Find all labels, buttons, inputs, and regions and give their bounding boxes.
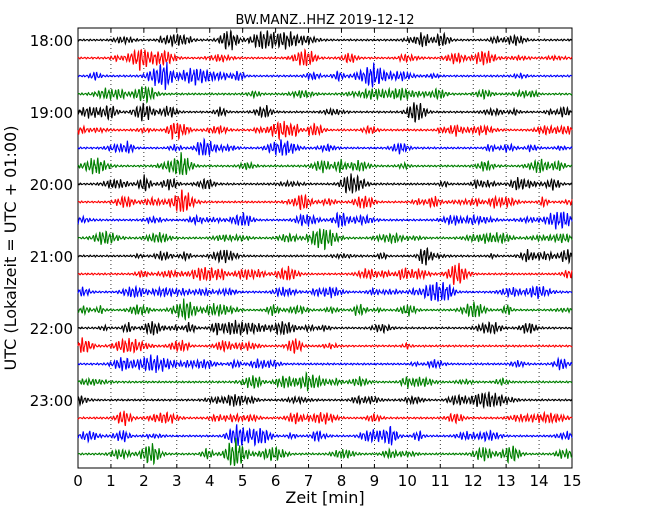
y-axis-label: UTC (Lokalzeit = UTC + 01:00) xyxy=(1,126,20,371)
trace-line xyxy=(77,371,573,392)
x-tick-label: 5 xyxy=(238,472,248,490)
y-tick-label: 23:00 xyxy=(30,392,73,410)
trace-line xyxy=(77,137,573,157)
trace-line xyxy=(77,246,573,266)
x-tick-label: 4 xyxy=(205,472,215,490)
y-axis-ticks: 18:00 19:00 20:00 21:00 22:00 23:00 xyxy=(30,32,572,410)
trace-line xyxy=(77,102,573,123)
x-tick-label: 13 xyxy=(497,472,516,490)
x-axis-label: Zeit [min] xyxy=(285,488,364,507)
chart-title: BW.MANZ..HHZ 2019-12-12 xyxy=(235,13,414,28)
y-tick-label: 18:00 xyxy=(30,32,73,50)
x-tick-label: 7 xyxy=(304,472,314,490)
x-tick-label: 2 xyxy=(139,472,149,490)
trace-line xyxy=(77,189,573,213)
x-tick-label: 1 xyxy=(106,472,116,490)
trace-line xyxy=(77,437,573,466)
trace-line xyxy=(77,152,573,176)
trace-line xyxy=(77,211,573,230)
trace-line xyxy=(77,173,573,194)
seismic-traces xyxy=(77,28,573,466)
y-tick-label: 19:00 xyxy=(30,104,73,122)
trace-line xyxy=(77,48,573,71)
trace-line xyxy=(77,354,573,373)
trace-line xyxy=(77,298,573,322)
y-tick-label: 20:00 xyxy=(30,176,73,194)
trace-line xyxy=(77,262,573,285)
trace-line xyxy=(77,28,573,51)
x-tick-label: 9 xyxy=(370,472,380,490)
vertical-gridlines xyxy=(110,28,540,468)
x-tick-label: 8 xyxy=(337,472,347,490)
x-tick-label: 0 xyxy=(73,472,83,490)
x-tick-label: 6 xyxy=(271,472,281,490)
trace-line xyxy=(77,120,573,141)
trace-line xyxy=(77,319,573,337)
x-tick-label: 11 xyxy=(431,472,450,490)
trace-line xyxy=(77,281,573,302)
trace-line xyxy=(77,61,573,90)
trace-line xyxy=(77,391,573,410)
x-tick-label: 14 xyxy=(530,472,549,490)
x-tick-label: 15 xyxy=(562,472,581,490)
x-axis-ticks: 0 1 2 3 4 5 6 7 8 9 10 11 12 13 14 15 xyxy=(73,28,582,490)
trace-line xyxy=(77,424,573,447)
y-tick-label: 22:00 xyxy=(30,320,73,338)
trace-line xyxy=(77,410,573,427)
y-tick-label: 21:00 xyxy=(30,248,73,266)
x-tick-label: 12 xyxy=(464,472,483,490)
x-tick-label: 10 xyxy=(398,472,417,490)
trace-line xyxy=(77,86,573,104)
x-tick-label: 3 xyxy=(172,472,182,490)
trace-line xyxy=(77,228,573,251)
trace-line xyxy=(77,337,573,355)
